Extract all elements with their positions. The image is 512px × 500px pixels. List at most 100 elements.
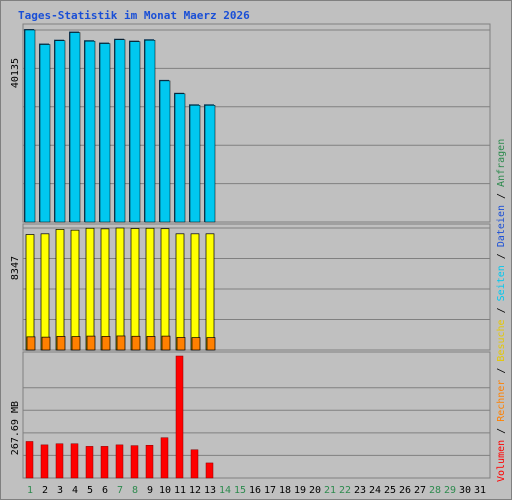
bar-anfragen-day-12 [189, 105, 201, 223]
day-label-22: 22 [339, 485, 351, 496]
bar-volumen-day-9 [145, 444, 154, 479]
legend-separator: / [496, 187, 507, 205]
bar-rechner-day-1 [26, 336, 36, 351]
bar-volumen-day-6 [100, 446, 109, 479]
bar-besuche-day-12 [190, 233, 200, 351]
bar-besuche-day-4 [70, 229, 80, 351]
legend-separator: / [496, 247, 507, 265]
bar-rechner-day-5 [86, 335, 96, 351]
bar-besuche-day-3 [55, 229, 65, 351]
y-axis-label: 267.69 MB [10, 401, 21, 455]
day-label-8: 8 [132, 485, 138, 496]
legend-besuche: Besuche [496, 319, 507, 361]
legend-rechner: Rechner [496, 380, 507, 422]
bar-volumen-day-2 [40, 444, 49, 479]
bar-volumen-day-3 [55, 443, 64, 479]
legend-seiten: Seiten [496, 265, 507, 301]
bar-rechner-day-11 [176, 337, 186, 351]
bar-anfragen-day-7 [114, 39, 126, 223]
day-label-18: 18 [279, 485, 291, 496]
day-label-2: 2 [42, 485, 48, 496]
day-label-20: 20 [309, 485, 321, 496]
day-label-23: 23 [354, 485, 366, 496]
day-label-11: 11 [174, 485, 186, 496]
bar-rechner-day-13 [206, 337, 216, 351]
day-label-19: 19 [294, 485, 306, 496]
bar-volumen-day-5 [85, 446, 94, 479]
bar-besuche-day-1 [25, 234, 35, 351]
bar-rechner-day-8 [131, 335, 141, 351]
day-label-17: 17 [264, 485, 276, 496]
bar-volumen-day-12 [190, 449, 199, 479]
bar-rechner-day-9 [146, 336, 156, 351]
y-axis-label: 40135 [10, 58, 21, 88]
bar-anfragen-day-8 [129, 41, 141, 223]
bar-anfragen-day-10 [159, 80, 171, 223]
day-label-9: 9 [147, 485, 153, 496]
day-label-16: 16 [249, 485, 261, 496]
day-label-1: 1 [27, 485, 33, 496]
legend-separator: / [496, 301, 507, 319]
legend-separator: / [496, 422, 507, 440]
bar-anfragen-day-13 [204, 105, 216, 223]
day-label-3: 3 [57, 485, 63, 496]
bar-besuche-day-2 [40, 233, 50, 351]
day-label-28: 28 [429, 485, 441, 496]
bar-besuche-day-7 [115, 227, 125, 351]
bar-rechner-day-2 [41, 336, 51, 351]
day-label-27: 27 [414, 485, 426, 496]
legend-dateien: Dateien [496, 205, 507, 247]
day-label-7: 7 [117, 485, 123, 496]
bar-anfragen-day-4 [69, 32, 81, 223]
bar-besuche-day-10 [160, 228, 170, 351]
bar-volumen-day-10 [160, 437, 169, 479]
bar-rechner-day-4 [71, 336, 81, 351]
day-label-6: 6 [102, 485, 108, 496]
bar-besuche-day-13 [205, 233, 215, 351]
bar-rechner-day-10 [161, 335, 171, 351]
bar-anfragen-day-5 [84, 40, 96, 223]
panel-besuche: 8347 [10, 223, 491, 351]
bar-besuche-day-11 [175, 233, 185, 351]
day-label-15: 15 [234, 485, 246, 496]
day-label-31: 31 [474, 485, 486, 496]
bar-volumen-day-4 [70, 443, 79, 479]
day-label-14: 14 [219, 485, 231, 496]
day-label-12: 12 [189, 485, 201, 496]
legend-volumen: Volumen [496, 440, 507, 482]
bar-volumen-day-8 [130, 445, 139, 479]
bar-anfragen-day-9 [144, 39, 156, 223]
bar-volumen-day-11 [175, 355, 184, 479]
day-axis: 1 2 3 4 5 6 7 8 9 10 11 12 13 14 15 16 17 18 19 20 21 22 23 24 2… [27, 485, 486, 496]
bar-rechner-day-3 [56, 336, 66, 351]
bar-volumen-day-1 [25, 441, 34, 479]
bar-rechner-day-7 [116, 335, 126, 351]
panel-volumen: 267.69 MB [10, 351, 491, 479]
day-label-4: 4 [72, 485, 78, 496]
day-label-30: 30 [459, 485, 471, 496]
bar-anfragen-day-1 [24, 29, 36, 223]
bar-anfragen-day-3 [54, 40, 66, 223]
bar-rechner-day-6 [101, 336, 111, 351]
bar-besuche-day-9 [145, 227, 155, 351]
bar-anfragen-day-6 [99, 43, 111, 223]
day-label-29: 29 [444, 485, 456, 496]
day-label-26: 26 [399, 485, 411, 496]
bar-besuche-day-8 [130, 228, 140, 351]
chart-title: Tages-Statistik im Monat Maerz 2026 [18, 9, 250, 22]
bar-anfragen-day-2 [39, 44, 51, 223]
chart-panels: 40135 8347 267.69 MB [10, 23, 491, 479]
series-legend: Volumen / Rechner / Besuche / Seiten / D… [496, 139, 507, 482]
day-label-24: 24 [369, 485, 381, 496]
bar-volumen-day-13 [205, 462, 214, 479]
day-label-21: 21 [324, 485, 336, 496]
bar-besuche-day-5 [85, 227, 95, 351]
legend-anfragen: Anfragen [496, 139, 507, 187]
panel-anfragen: 40135 [10, 23, 491, 223]
legend-separator: / [496, 362, 507, 380]
day-label-5: 5 [87, 485, 93, 496]
bar-besuche-day-6 [100, 228, 110, 351]
day-label-13: 13 [204, 485, 216, 496]
day-label-25: 25 [384, 485, 396, 496]
